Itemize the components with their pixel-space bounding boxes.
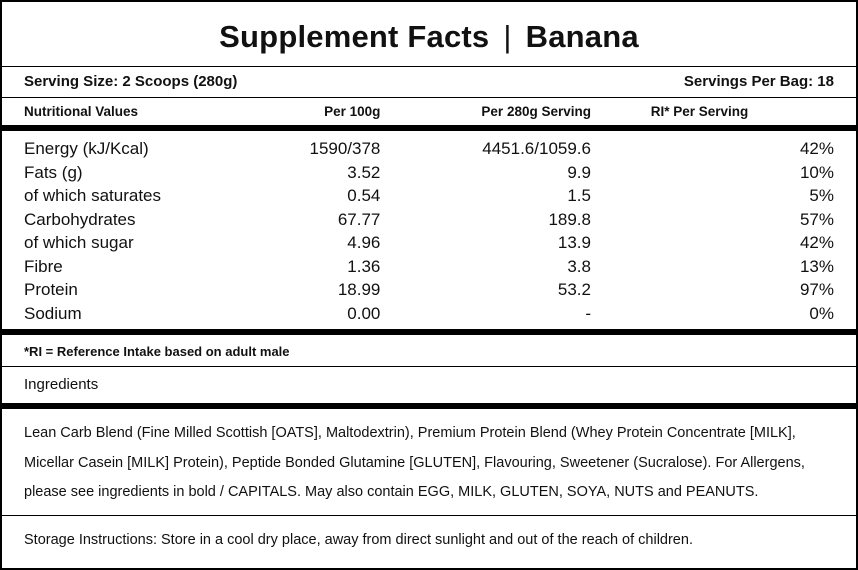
ingredients-heading: Ingredients — [24, 376, 99, 393]
nutrient-name: of which sugar — [24, 233, 134, 252]
nutrient-name: of which saturates — [24, 186, 162, 205]
nutrient-name: Energy (kJ/Kcal) — [24, 139, 149, 158]
storage-instructions: Storage Instructions: Store in a cool dr… — [24, 532, 693, 549]
value-per-100g: 0.54 — [347, 186, 381, 205]
serving-row: Serving Size: 2 Scoops (280g) Servings P… — [2, 67, 856, 97]
thick-divider — [2, 125, 856, 131]
pipe-separator: | — [503, 19, 512, 54]
divider — [2, 66, 856, 67]
table-row-fibre: Fibre 1.36 3.8 13% — [2, 255, 856, 279]
table-row-saturates: of which saturates 0.54 1.5 5% — [2, 184, 856, 208]
table-row-energy: Energy (kJ/Kcal) 1590/378 4451.6/1059.6 … — [2, 137, 856, 161]
nutrient-name: Sodium — [24, 303, 82, 323]
value-per-100g: 67.77 — [337, 209, 381, 229]
serving-size-text: Serving Size: 2 Scoops (280g) — [24, 73, 238, 90]
value-per-280g: 53.2 — [557, 280, 591, 299]
col-header-per-100g: Per 100g — [324, 104, 381, 119]
nutrient-name: Protein — [24, 280, 78, 299]
value-ri: 97% — [799, 280, 834, 299]
value-ri: 13% — [799, 256, 834, 276]
nutrient-name: Fats (g) — [24, 162, 83, 182]
value-ri: 57% — [799, 209, 834, 229]
divider — [2, 97, 856, 98]
value-per-280g: 1.5 — [567, 186, 591, 205]
value-ri: 5% — [809, 186, 834, 205]
ri-footnote: *RI = Reference Intake based on adult ma… — [24, 344, 290, 359]
nutrient-name: Carbohydrates — [24, 209, 136, 229]
value-per-280g: - — [585, 303, 591, 323]
nutrient-name: Fibre — [24, 256, 63, 276]
thick-divider — [2, 403, 856, 409]
value-per-280g: 189.8 — [548, 209, 591, 229]
title-main: Supplement Facts — [219, 19, 490, 54]
ingredients-text: Lean Carb Blend (Fine Milled Scottish [O… — [24, 425, 805, 501]
value-per-100g: 4.96 — [347, 233, 381, 252]
title-flavor: Banana — [525, 19, 639, 54]
servings-per-bag-text: Servings Per Bag: 18 — [683, 73, 834, 90]
col-header-ri-per-serving: RI* Per Serving — [650, 104, 749, 119]
value-per-100g: 1590/378 — [309, 139, 381, 158]
value-ri: 10% — [799, 162, 834, 182]
table-row-sugar: of which sugar 4.96 13.9 42% — [2, 231, 856, 255]
value-per-280g: 9.9 — [567, 162, 591, 182]
value-ri: 0% — [809, 303, 834, 323]
value-ri: 42% — [799, 233, 834, 252]
value-per-280g: 4451.6/1059.6 — [482, 139, 591, 158]
thick-divider — [2, 329, 856, 335]
divider — [2, 366, 856, 367]
table-row-fats: Fats (g) 3.52 9.9 10% — [2, 161, 856, 185]
table-row-sodium: Sodium 0.00 - 0% — [2, 302, 856, 326]
table-row-protein: Protein 18.99 53.2 97% — [2, 278, 856, 302]
value-per-100g: 0.00 — [347, 303, 381, 323]
nutrition-table-body: Energy (kJ/Kcal) 1590/378 4451.6/1059.6 … — [2, 131, 856, 329]
col-header-nutritional-values: Nutritional Values — [24, 104, 139, 119]
table-header: Nutritional Values Per 100g Per 280g Ser… — [2, 98, 856, 125]
value-per-100g: 18.99 — [337, 280, 381, 299]
value-per-280g: 3.8 — [567, 256, 591, 276]
value-per-100g: 3.52 — [347, 162, 381, 182]
value-per-100g: 1.36 — [347, 256, 381, 276]
col-header-per-280g-serving: Per 280g Serving — [481, 104, 591, 119]
page-title: Supplement Facts | Banana — [2, 2, 856, 66]
value-per-280g: 13.9 — [557, 233, 591, 252]
value-ri: 42% — [799, 139, 834, 158]
divider — [2, 515, 856, 517]
table-row-carbohydrates: Carbohydrates 67.77 189.8 57% — [2, 208, 856, 232]
